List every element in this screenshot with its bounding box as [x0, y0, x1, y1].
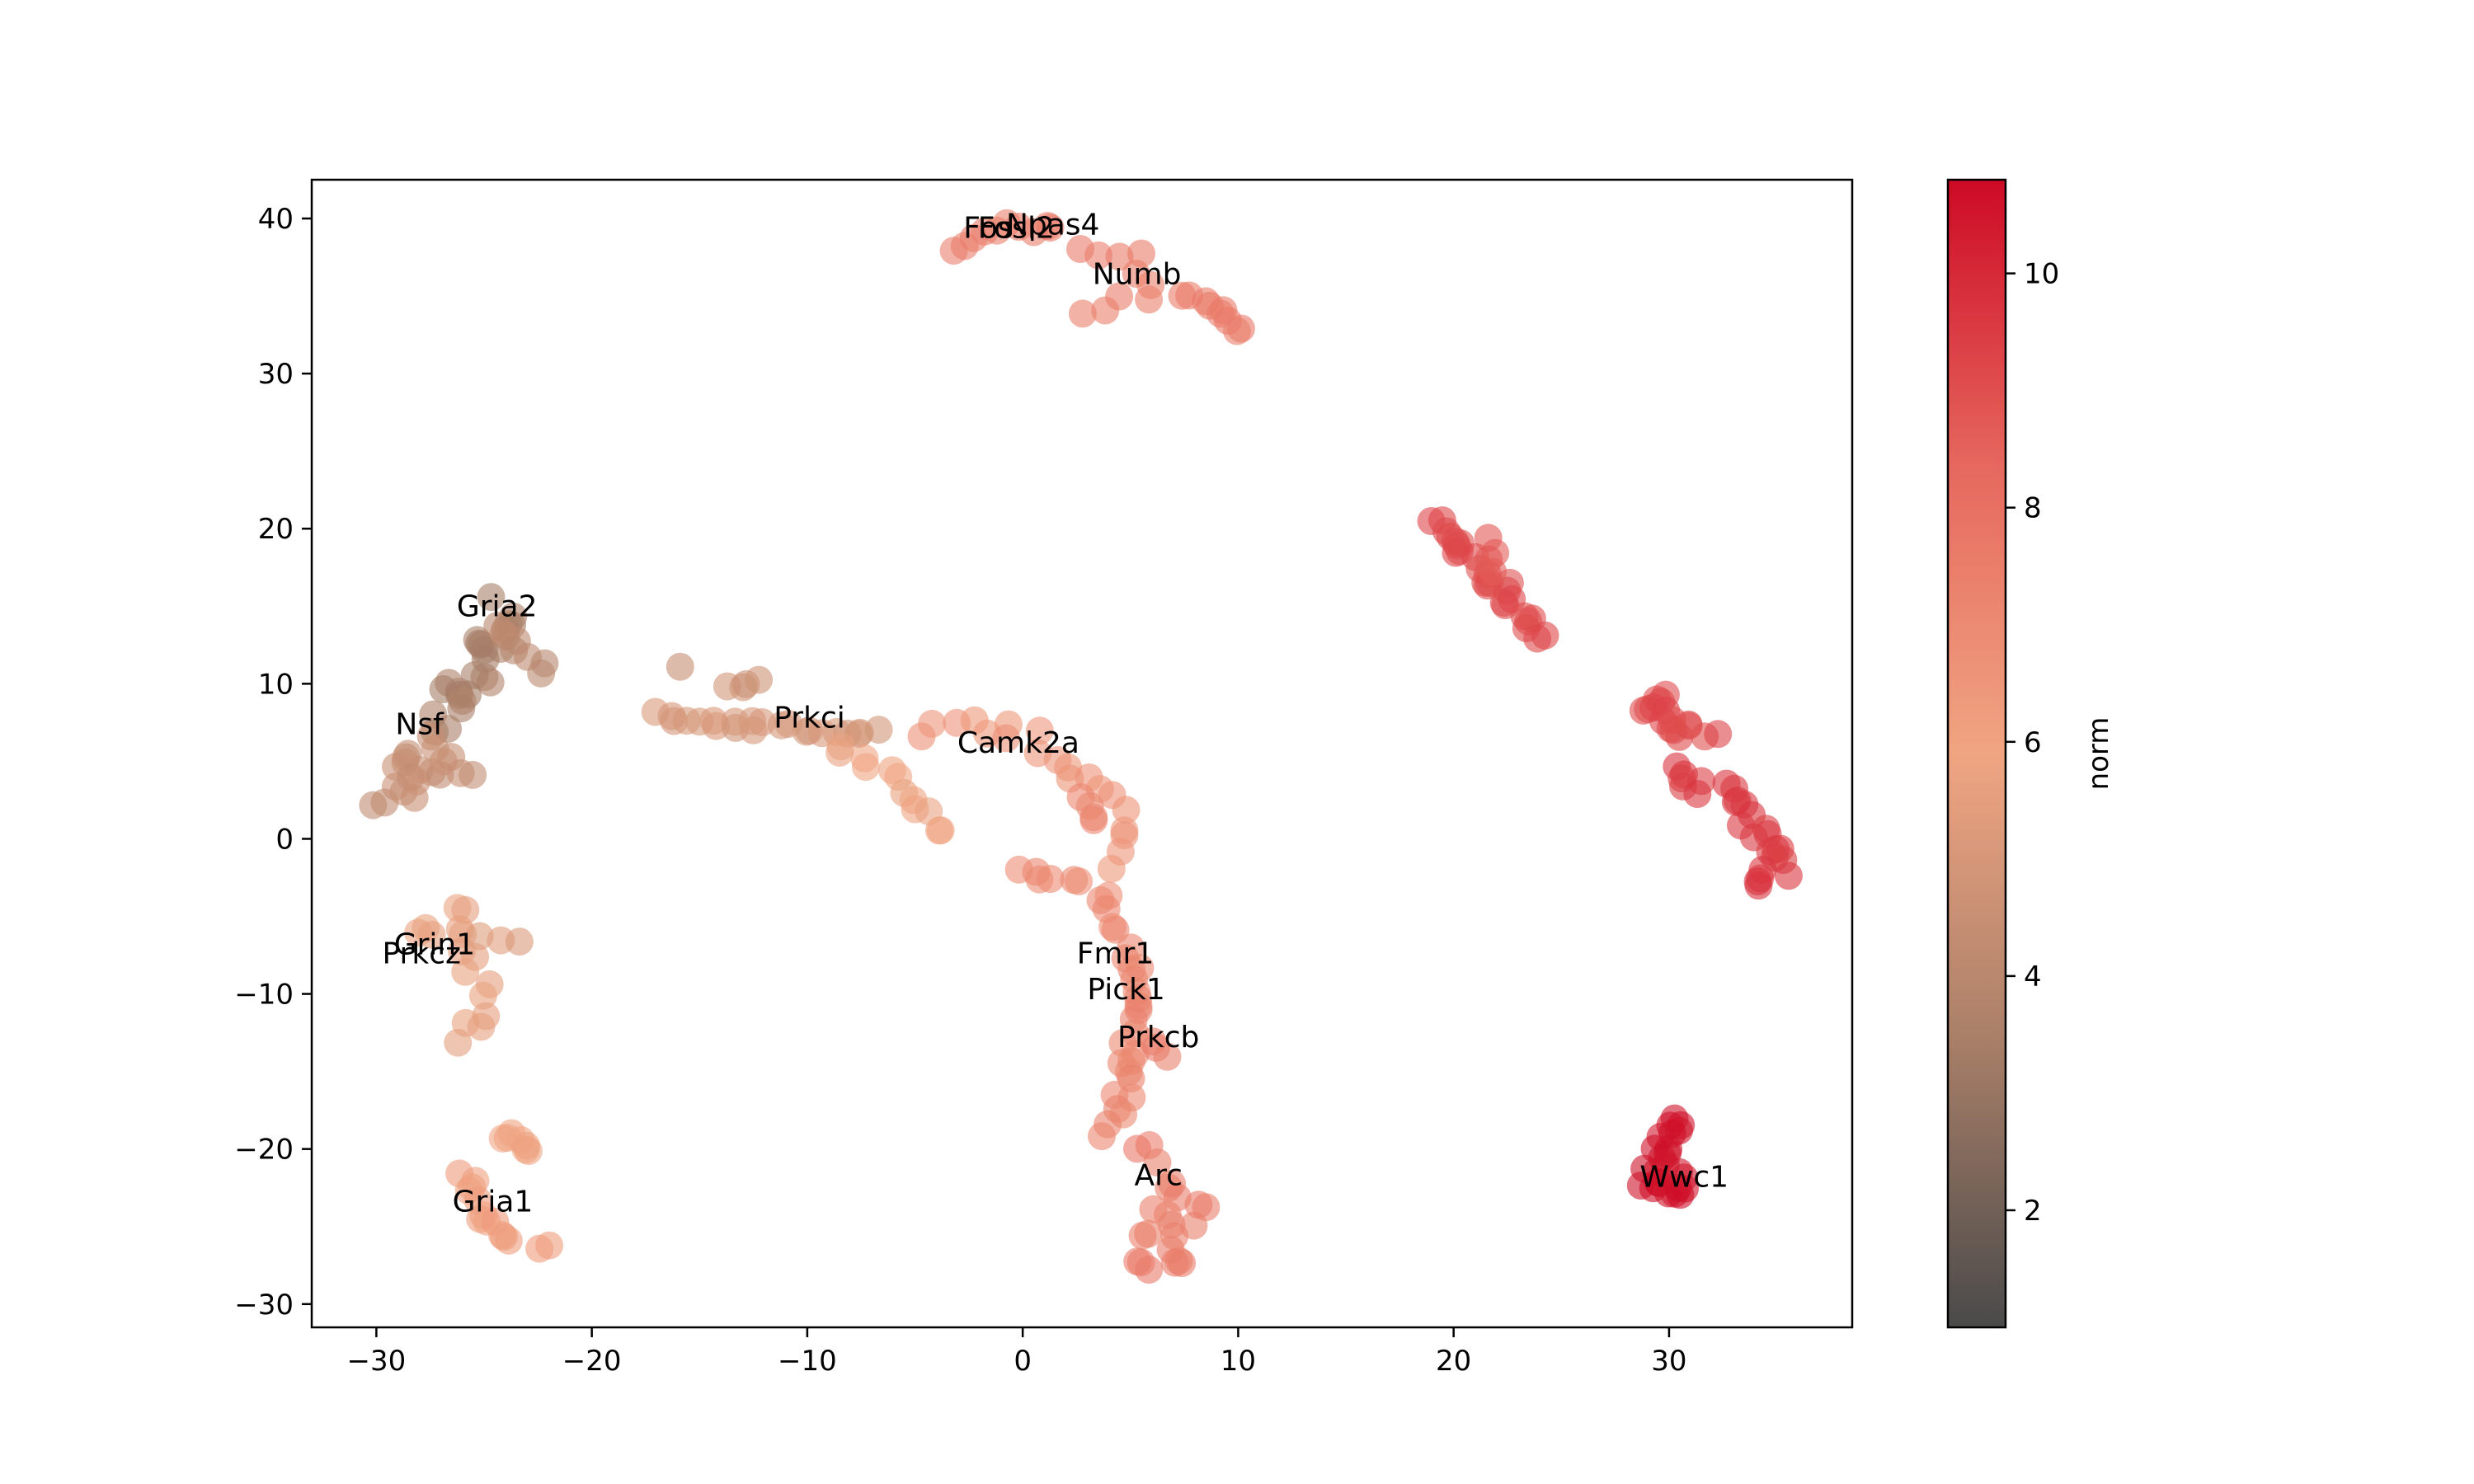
x-tick-label: −10: [778, 1345, 837, 1378]
gene-label: Gria2: [457, 589, 538, 623]
data-point: [1036, 214, 1065, 242]
data-points: [359, 209, 1803, 1284]
x-axis: −30 −20 −10 0 10 20 30: [346, 1327, 1687, 1378]
y-tick-label: −10: [234, 979, 294, 1012]
gene-label: Npas4: [1006, 209, 1100, 242]
data-point: [447, 694, 476, 723]
data-point: [477, 583, 506, 612]
data-point: [527, 659, 556, 688]
data-point: [467, 1012, 496, 1041]
data-point: [1135, 285, 1164, 314]
gene-label: Gria1: [453, 1186, 534, 1219]
colorbar-label: norm: [2082, 717, 2115, 791]
colorbar-tick-label: 2: [2024, 1195, 2042, 1228]
data-point: [1665, 1158, 1694, 1186]
y-tick-label: 40: [258, 203, 294, 236]
gene-label: Grin1: [394, 928, 475, 961]
data-point: [851, 753, 880, 782]
data-point: [412, 913, 440, 942]
x-tick-label: 20: [1436, 1345, 1471, 1378]
gene-label: Numb: [1093, 258, 1182, 292]
data-point: [1704, 720, 1733, 749]
data-point: [825, 738, 854, 767]
data-point: [535, 1231, 564, 1260]
data-point: [1068, 299, 1097, 328]
data-point: [864, 716, 893, 744]
data-point: [1128, 1221, 1157, 1250]
data-point: [468, 981, 497, 1010]
data-point: [992, 724, 1021, 753]
data-point: [1139, 1195, 1168, 1223]
data-point: [1084, 241, 1112, 270]
gene-label: Fmr1: [1077, 937, 1154, 971]
data-point: [1123, 1134, 1151, 1163]
data-point: [918, 709, 947, 738]
plot-area-frame: [310, 178, 1854, 1329]
gene-label: Pick1: [1087, 973, 1164, 1007]
gene-label: Prkcb: [1117, 1021, 1199, 1054]
y-tick-label: 30: [258, 358, 294, 391]
colorbar-tick-label: 10: [2024, 258, 2059, 291]
gene-label: Wwc1: [1639, 1161, 1729, 1195]
data-point: [459, 760, 487, 789]
y-tick-label: 10: [258, 668, 294, 701]
gene-label: Fosl2: [978, 211, 1055, 245]
data-point: [1143, 1148, 1172, 1176]
data-point: [1192, 1193, 1221, 1222]
data-point: [465, 922, 494, 951]
data-point: [1479, 557, 1507, 586]
x-tick-label: 10: [1221, 1345, 1256, 1378]
data-point: [1065, 867, 1094, 895]
data-point: [444, 1028, 473, 1057]
x-tick-label: 30: [1651, 1345, 1686, 1378]
x-tick-label: 0: [1014, 1345, 1032, 1378]
data-point: [505, 928, 534, 956]
gene-label: Prkcz: [382, 937, 460, 971]
data-point: [1683, 780, 1712, 808]
data-point: [745, 665, 774, 694]
data-point: [1743, 867, 1772, 895]
colorbar-tick-label: 8: [2024, 492, 2042, 525]
y-axis: −30 −20 −10 0 10 20 30 40: [234, 203, 312, 1322]
colorbar-ticks: 2 4 6 8 10: [2006, 258, 2059, 1228]
x-tick-label: −20: [562, 1345, 622, 1378]
colorbar-tick-label: 4: [2024, 960, 2042, 993]
y-tick-label: 20: [258, 513, 294, 546]
data-point: [1036, 865, 1065, 893]
data-point: [1153, 1042, 1182, 1071]
gene-label: Nsf: [395, 707, 444, 741]
colorbar: [1946, 178, 2007, 1329]
data-point: [1112, 796, 1141, 824]
gene-label: Prkci: [774, 702, 845, 735]
gene-label: Fos: [963, 211, 1013, 245]
data-point: [451, 957, 480, 986]
data-point: [924, 816, 953, 845]
data-point: [1079, 805, 1108, 834]
y-tick-label: −20: [234, 1134, 294, 1167]
data-point: [1223, 317, 1251, 345]
data-point: [666, 652, 694, 681]
data-point: [514, 1137, 543, 1165]
data-point: [490, 1223, 518, 1252]
gene-label: Arc: [1134, 1159, 1182, 1193]
data-point: [1091, 296, 1120, 325]
y-tick-label: −30: [234, 1289, 294, 1322]
data-point: [1097, 854, 1126, 883]
gene-label: Camk2a: [957, 726, 1079, 760]
x-tick-label: −30: [346, 1345, 406, 1378]
data-point: [1025, 716, 1054, 745]
data-point: [1126, 1248, 1155, 1277]
colorbar-tick-label: 6: [2024, 726, 2042, 759]
data-point: [1774, 862, 1803, 890]
y-tick-label: 0: [275, 823, 294, 856]
data-point: [1523, 624, 1552, 653]
data-point: [1088, 1122, 1116, 1151]
